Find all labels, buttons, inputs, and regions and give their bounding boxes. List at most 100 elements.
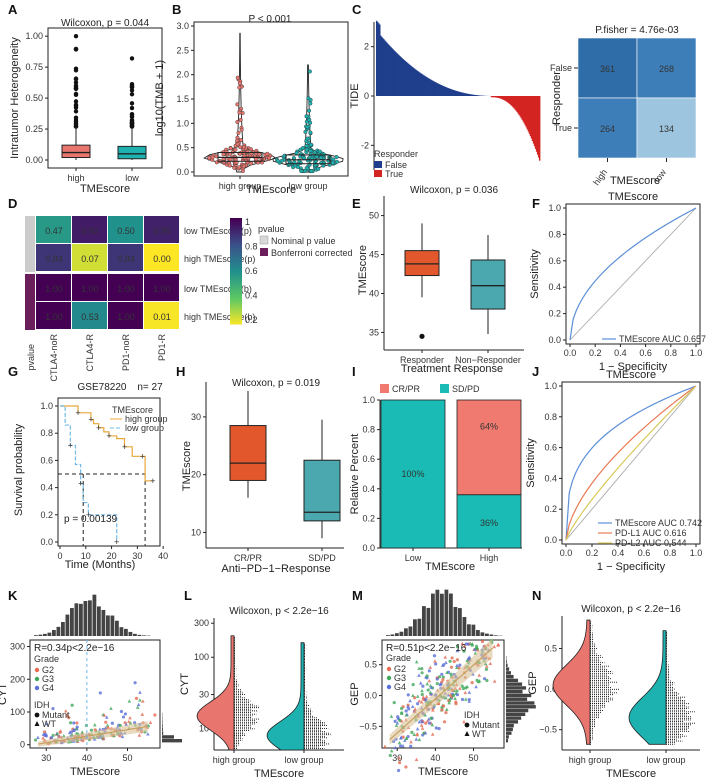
panel-e-x-tick-label: Responder — [400, 355, 444, 365]
panel-m-point — [400, 706, 404, 711]
panel-c-bar — [522, 96, 524, 122]
panel-f-xtick-label: 0.4 — [614, 348, 627, 358]
panel-c-bar — [506, 96, 508, 102]
panel-d-cell — [144, 244, 179, 271]
panel-m-point — [397, 768, 401, 773]
panel-m-point — [463, 697, 468, 701]
panel-c-bar — [470, 94, 472, 96]
panel-d-colorbar-step — [230, 232, 242, 236]
panel-d-colorbar-step — [230, 311, 242, 314]
panel-k-right-hist-bar — [162, 720, 163, 724]
panel-m-point — [430, 732, 435, 736]
panel-d-cell — [72, 244, 107, 271]
panel-m-point — [446, 698, 451, 702]
panel-d-side-label: pvalue — [26, 344, 36, 371]
panel-j-ytick-label: 1.0 — [544, 381, 557, 391]
panel-m-point — [441, 678, 445, 682]
panel-a-outlier — [73, 33, 79, 39]
panel-c-bar — [532, 96, 535, 144]
panel-h-y-tick-label: 20 — [191, 470, 201, 480]
panel-m-top-hist-bar — [435, 589, 440, 636]
panel-d-row-label: high TMEscore(p) — [184, 254, 255, 264]
panel-m-top-hist-bar — [426, 607, 431, 636]
panel-m-right-hist-bar — [506, 678, 519, 683]
panel-m-top-hist-bar — [431, 593, 435, 636]
panel-c-bar — [392, 49, 394, 96]
panel-c-bar — [393, 50, 395, 96]
panel-b-point — [308, 142, 313, 147]
panel-c-bar — [441, 85, 444, 96]
panel-d-colorbar-step — [230, 264, 242, 268]
panel-m-point — [397, 760, 402, 765]
panel-c-bar — [477, 95, 479, 96]
panel-m-top-hist-bar — [413, 619, 417, 636]
panel-m-point — [389, 748, 394, 753]
panel-g-y-tick-label: 0.8 — [40, 428, 53, 438]
panel-a-y-tick-label: 1.00 — [25, 31, 43, 41]
panel-c-bar — [427, 77, 429, 96]
panel-n-violin — [628, 630, 667, 745]
panel-m: 30 40 50 −0.5 0.0 0.5 GEP TMEscore R=0.51p<2.2e−… — [349, 589, 536, 777]
panel-b-y-tick-label: 2.0 — [176, 70, 189, 80]
panel-l-title: Wilcoxon, p < 2.2e−16 — [229, 606, 329, 617]
panel-m-point — [429, 716, 433, 720]
panel-d-colorbar-step — [230, 241, 242, 244]
panel-g-curve — [60, 405, 118, 542]
panel-h-x-tick-label: SD/PD — [308, 553, 336, 563]
panel-c-bar — [452, 89, 455, 96]
panel-m-point — [496, 643, 500, 647]
panel-k-point — [133, 681, 137, 685]
panel-letter-g: G — [8, 364, 18, 379]
panel-b-point — [275, 159, 280, 164]
panel-c-legend-false: False — [385, 160, 407, 170]
panel-m-point — [474, 646, 479, 651]
panel-c-bar — [438, 84, 440, 96]
panel-m-top-hist-bar — [417, 618, 422, 636]
panel-b-xlabel: TMEscore — [246, 184, 296, 196]
panel-c-bar — [418, 71, 420, 96]
panel-m-legend-idh-mutant-swatch — [464, 722, 470, 728]
panel-m-point — [412, 732, 417, 736]
panel-d-colorbar-step — [230, 249, 242, 253]
panel-k-y-tick-label: 100 — [10, 707, 25, 717]
panel-c-bar — [376, 20, 378, 97]
panel-m-right-hist-bar — [506, 697, 528, 701]
panel-c-bar — [385, 41, 387, 96]
panel-g-x-tick-label: 10 — [81, 551, 91, 561]
panel-k-top-hist-bar — [133, 633, 137, 636]
panel-d-cell — [72, 274, 107, 301]
panel-b-point — [321, 152, 326, 157]
panel-d-colorbar-step — [230, 220, 242, 223]
panel-a-low-box — [117, 145, 147, 160]
panel-g-legend-low: low group — [125, 423, 164, 433]
panel-e: 35 40 45 50 Responder Non−Responder Wilcoxon, … — [357, 185, 524, 375]
panel-c-bar — [428, 78, 430, 96]
panel-j-ylabel: Sensitivity — [525, 438, 537, 488]
panel-g-x-tick-label: 20 — [107, 551, 117, 561]
panel-k-point — [104, 720, 108, 724]
panel-m-point — [492, 679, 497, 683]
panel-c-bar — [436, 83, 438, 96]
panel-i-legend-sdpd: SD/PD — [452, 384, 480, 394]
panel-k-point — [138, 690, 142, 694]
panel-j-title: TMEscore — [606, 369, 656, 381]
panel-c-bar — [534, 96, 537, 149]
panel-k-point — [93, 728, 97, 732]
panel-h-x-tick-label: CR/PR — [234, 553, 263, 563]
panel-c-bar — [395, 52, 397, 96]
panel-d-colorbar-step — [230, 315, 242, 319]
panel-c-bar — [435, 82, 437, 96]
panel-i-y-tick-label: 0.6 — [362, 454, 375, 464]
panel-d-colorbar-step — [230, 275, 242, 278]
panel-a-outlier — [129, 56, 135, 61]
panel-m-right-hist-bar — [506, 720, 519, 724]
panel-j-legend-label: PD-L2 AUC 0.544 — [615, 538, 687, 548]
panel-n-x-tick-label: low group — [646, 755, 685, 765]
panel-m-point — [441, 675, 445, 679]
panel-m-point — [460, 641, 465, 646]
panel-c-y-tick-label: 0 — [364, 91, 369, 101]
panel-d-legend-bonferroni: Bonferroni corrected — [271, 248, 353, 258]
panel-k-top-hist-bar — [88, 600, 92, 636]
panel-c-bar — [384, 40, 386, 96]
panel-n-xlabel: TMEscore — [606, 768, 656, 777]
